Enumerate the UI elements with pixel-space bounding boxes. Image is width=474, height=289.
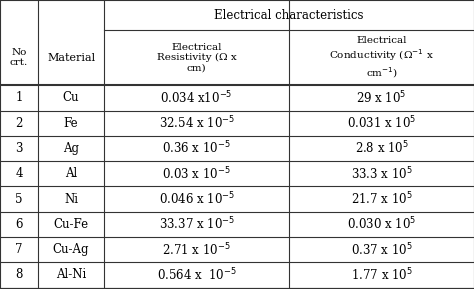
Text: 3: 3 (15, 142, 23, 155)
Text: 1: 1 (15, 91, 23, 104)
Text: 0.37 x 10$^5$: 0.37 x 10$^5$ (351, 241, 412, 258)
Text: 32.54 x 10$^{-5}$: 32.54 x 10$^{-5}$ (159, 115, 235, 131)
Text: 0.046 x 10$^{-5}$: 0.046 x 10$^{-5}$ (159, 191, 235, 207)
Text: Cu-Ag: Cu-Ag (53, 243, 90, 256)
Text: 33.3 x 10$^5$: 33.3 x 10$^5$ (351, 166, 412, 182)
Text: Electrical
Conductivity (Ω$^{-1}$ x
cm$^{-1}$): Electrical Conductivity (Ω$^{-1}$ x cm$^… (329, 36, 434, 80)
Text: Ni: Ni (64, 192, 78, 205)
Text: 6: 6 (15, 218, 23, 231)
Text: Al: Al (65, 167, 77, 180)
Text: 1.77 x 10$^5$: 1.77 x 10$^5$ (351, 267, 412, 283)
Text: 5: 5 (15, 192, 23, 205)
Text: No
crt.: No crt. (10, 48, 28, 68)
Text: 2: 2 (15, 117, 23, 130)
Text: Cu: Cu (63, 91, 79, 104)
Text: 8: 8 (15, 268, 23, 281)
Text: 2.71 x 10$^{-5}$: 2.71 x 10$^{-5}$ (163, 241, 231, 258)
Text: 2.8 x 10$^5$: 2.8 x 10$^5$ (355, 140, 409, 157)
Text: 0.36 x 10$^{-5}$: 0.36 x 10$^{-5}$ (163, 140, 231, 157)
Text: 0.564 x  10$^{-5}$: 0.564 x 10$^{-5}$ (157, 267, 237, 283)
Text: Ag: Ag (63, 142, 79, 155)
Text: 0.030 x 10$^5$: 0.030 x 10$^5$ (347, 216, 416, 233)
Text: 4: 4 (15, 167, 23, 180)
Text: 0.034 x10$^{-5}$: 0.034 x10$^{-5}$ (161, 90, 233, 106)
Text: 33.37 x 10$^{-5}$: 33.37 x 10$^{-5}$ (159, 216, 235, 233)
Text: Material: Material (47, 53, 95, 63)
Text: Cu-Fe: Cu-Fe (54, 218, 89, 231)
Text: 7: 7 (15, 243, 23, 256)
Text: Fe: Fe (64, 117, 78, 130)
Text: 0.031 x 10$^5$: 0.031 x 10$^5$ (347, 115, 416, 131)
Text: 0.03 x 10$^{-5}$: 0.03 x 10$^{-5}$ (163, 166, 231, 182)
Text: 29 x 10$^5$: 29 x 10$^5$ (356, 90, 407, 106)
Text: Electrical
Resistivity (Ω x
cm): Electrical Resistivity (Ω x cm) (157, 43, 237, 73)
Text: Al-Ni: Al-Ni (56, 268, 86, 281)
Text: 21.7 x 10$^5$: 21.7 x 10$^5$ (351, 191, 412, 207)
Text: Electrical characteristics: Electrical characteristics (214, 9, 364, 22)
